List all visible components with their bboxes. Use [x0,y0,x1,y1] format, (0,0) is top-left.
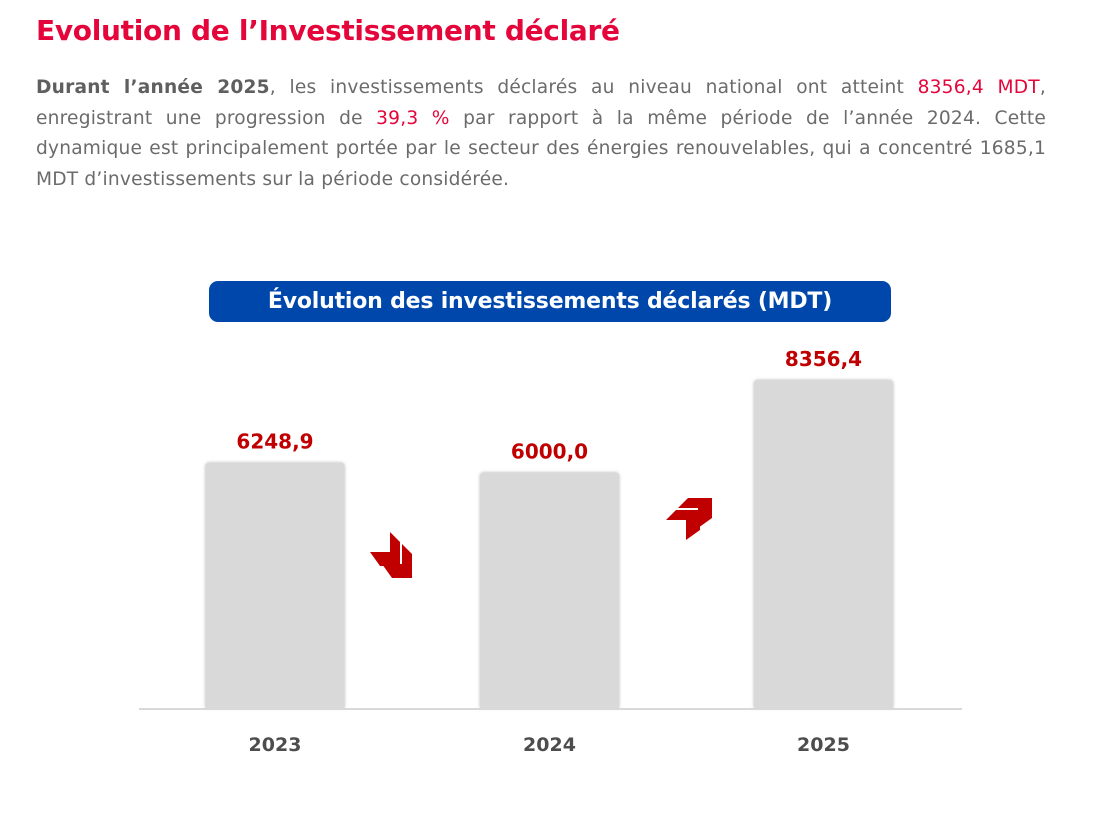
value-label-2024: 6000,0 [511,439,588,463]
double-chevron-down-icon [370,532,412,578]
bars-group [205,380,893,708]
bar-2024 [480,472,619,708]
paragraph-text-2: , enregistrant une progression de [36,77,1046,129]
lead-bold-text: Durant l’année 2025 [36,77,270,98]
page-title: Evolution de l’Investissement déclaré [36,14,620,47]
value-label-2025: 8356,4 [785,347,862,371]
category-labels-group: 2023 2024 2025 [249,734,850,756]
category-label-2024: 2024 [523,734,576,756]
highlight-amount: 8356,4 MDT [917,77,1040,98]
highlight-growth: 39,3 % [376,107,450,129]
double-chevron-up-icon [666,498,712,540]
value-label-2023: 6248,9 [236,430,313,454]
bar-2025 [754,380,893,708]
summary-paragraph: Durant l’année 2025, les investissements… [36,73,1046,195]
paragraph-text-1: , les investissements déclarés au niveau… [269,77,918,98]
value-labels-group: 6248,9 6000,0 8356,4 [236,347,862,463]
trend-arrows-group [370,498,712,578]
bar-2023 [205,462,345,708]
category-label-2023: 2023 [249,734,302,756]
chart-title: Évolution des investissements déclarés (… [209,281,891,322]
paragraph-text-3: par rapport à la même période de l’année… [36,107,1046,190]
category-label-2025: 2025 [797,734,850,756]
